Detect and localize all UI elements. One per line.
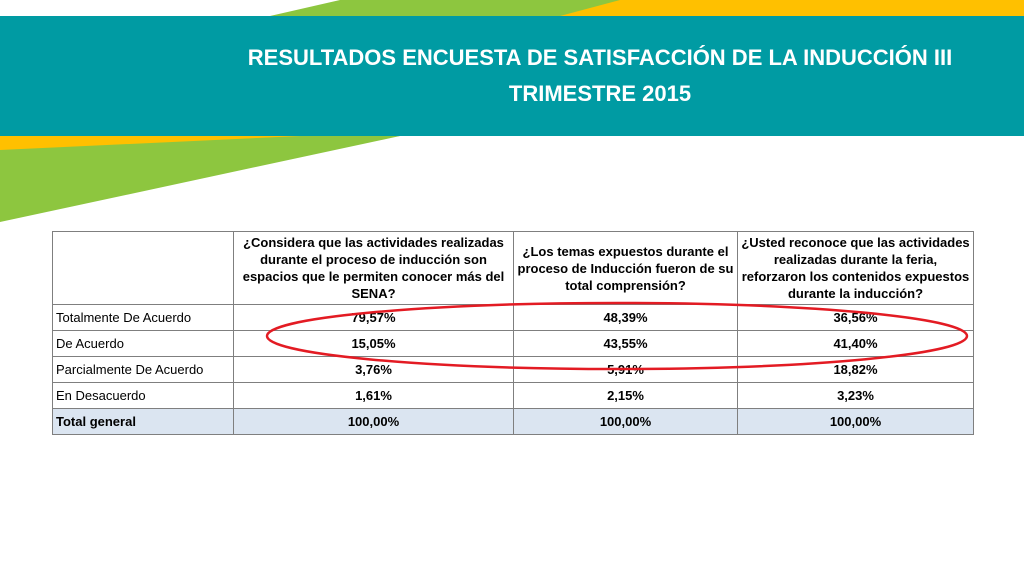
header-empty-cell: [52, 231, 234, 305]
title-band: [0, 16, 1024, 136]
header-question-1: ¿Considera que las actividades realizada…: [233, 231, 514, 305]
table-cell: 1,61%: [233, 382, 514, 409]
left-green-stripe: [0, 136, 400, 222]
table-row: De Acuerdo 15,05% 43,55% 41,40%: [52, 330, 974, 357]
row-label: En Desacuerdo: [52, 382, 234, 409]
table-cell: 43,55%: [513, 330, 738, 357]
table-cell: 2,15%: [513, 382, 738, 409]
table-cell: 41,40%: [737, 330, 974, 357]
table-row: En Desacuerdo 1,61% 2,15% 3,23%: [52, 382, 974, 409]
row-label: De Acuerdo: [52, 330, 234, 357]
table-cell: 100,00%: [233, 408, 514, 435]
header-row: ¿Considera que las actividades realizada…: [52, 231, 974, 305]
header-question-2: ¿Los temas expuestos durante el proceso …: [513, 231, 738, 305]
table-cell: 5,91%: [513, 356, 738, 383]
table-cell: 3,76%: [233, 356, 514, 383]
table-cell: 79,57%: [233, 304, 514, 331]
row-label: Parcialmente De Acuerdo: [52, 356, 234, 383]
table-cell: 18,82%: [737, 356, 974, 383]
table-cell: 36,56%: [737, 304, 974, 331]
row-label: Totalmente De Acuerdo: [52, 304, 234, 331]
top-yellow-stripe: [560, 0, 1024, 16]
header-question-3: ¿Usted reconoce que las actividades real…: [737, 231, 974, 305]
table-cell: 15,05%: [233, 330, 514, 357]
table-row: Parcialmente De Acuerdo 3,76% 5,91% 18,8…: [52, 356, 974, 383]
table-cell: 3,23%: [737, 382, 974, 409]
table-row: Totalmente De Acuerdo 79,57% 48,39% 36,5…: [52, 304, 974, 331]
table-cell: 100,00%: [737, 408, 974, 435]
total-row: Total general 100,00% 100,00% 100,00%: [52, 408, 974, 435]
table-cell: 100,00%: [513, 408, 738, 435]
slide-title: RESULTADOS ENCUESTA DE SATISFACCIÓN DE L…: [247, 45, 953, 106]
table-cell: 48,39%: [513, 304, 738, 331]
results-table: ¿Considera que las actividades realizada…: [52, 231, 974, 435]
row-label: Total general: [52, 408, 234, 435]
